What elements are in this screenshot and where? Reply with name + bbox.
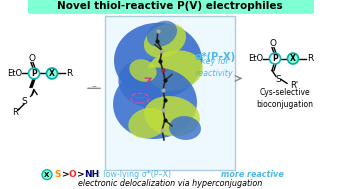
Circle shape <box>269 53 281 64</box>
Text: Cys-selective
bioconjugation: Cys-selective bioconjugation <box>256 88 313 109</box>
Text: more reactive: more reactive <box>221 170 284 179</box>
Ellipse shape <box>113 67 197 139</box>
Text: : low-lying σ*(P–X): : low-lying σ*(P–X) <box>98 170 171 179</box>
Ellipse shape <box>118 59 178 108</box>
Text: electronic delocalization via hyperconjugation: electronic delocalization via hyperconju… <box>78 179 262 188</box>
Text: σ*(P–X): σ*(P–X) <box>194 52 236 62</box>
Ellipse shape <box>144 24 186 58</box>
Text: Novel thiol-reactive P(V) electrophiles: Novel thiol-reactive P(V) electrophiles <box>57 2 283 12</box>
Ellipse shape <box>147 50 203 91</box>
Text: EtO: EtO <box>248 54 263 63</box>
Text: S: S <box>21 97 27 106</box>
FancyBboxPatch shape <box>105 16 235 170</box>
Circle shape <box>29 68 40 79</box>
Ellipse shape <box>147 21 177 47</box>
Circle shape <box>46 68 58 79</box>
Text: O: O <box>69 170 77 179</box>
Text: O: O <box>269 39 277 48</box>
Text: X: X <box>44 172 50 178</box>
Ellipse shape <box>129 59 157 82</box>
Text: –: – <box>92 81 97 91</box>
Text: S: S <box>275 75 281 84</box>
Text: P: P <box>31 69 37 78</box>
Text: O: O <box>29 54 35 63</box>
Text: ——: —— <box>134 96 146 101</box>
Text: key for
reactivity: key for reactivity <box>196 57 234 77</box>
Text: R: R <box>307 54 313 63</box>
Ellipse shape <box>114 23 202 98</box>
Text: R': R' <box>290 81 298 90</box>
Circle shape <box>287 53 298 64</box>
Ellipse shape <box>169 116 201 140</box>
Text: X: X <box>49 69 55 78</box>
Text: >: > <box>62 170 70 179</box>
Text: >: > <box>77 170 85 179</box>
Text: P: P <box>272 54 278 63</box>
FancyBboxPatch shape <box>28 0 314 14</box>
Text: R: R <box>66 69 72 78</box>
Text: R': R' <box>12 108 20 117</box>
Text: S: S <box>54 170 60 179</box>
Ellipse shape <box>144 96 200 136</box>
Circle shape <box>42 170 52 180</box>
Text: NH: NH <box>84 170 99 179</box>
Ellipse shape <box>128 108 168 138</box>
Text: X: X <box>290 54 296 63</box>
Text: EtO: EtO <box>7 69 22 78</box>
